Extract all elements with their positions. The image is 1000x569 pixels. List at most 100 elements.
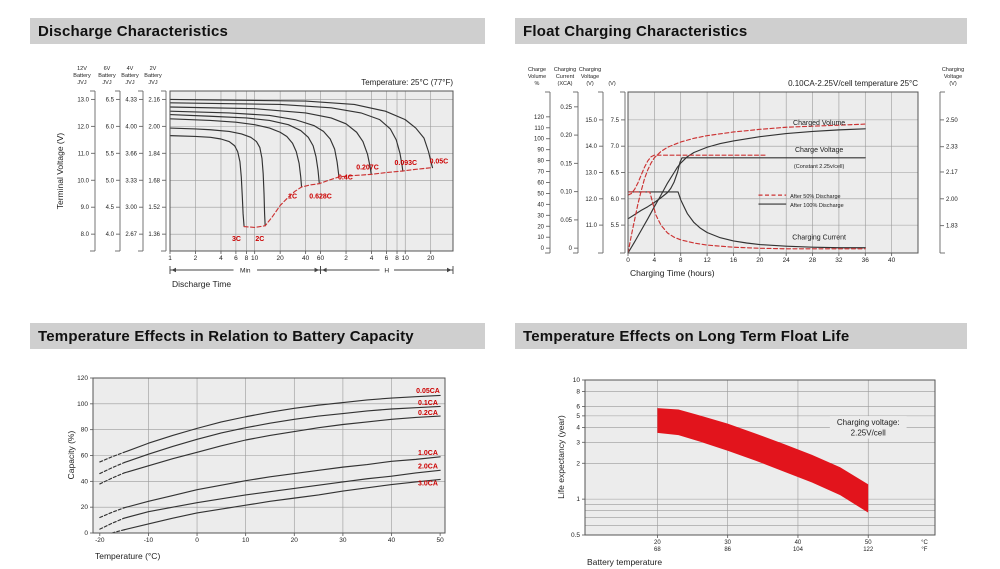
svg-text:4.5: 4.5: [106, 205, 115, 211]
series-1.0CA: [123, 456, 441, 509]
curve-label: 2.25V/cell: [851, 429, 886, 438]
curve-label: 0.207C: [356, 165, 379, 172]
svg-text:6: 6: [576, 403, 580, 410]
section-header-temp-capacity: Temperature Effects in Relation to Batte…: [30, 323, 485, 349]
svg-text:0: 0: [541, 246, 545, 252]
svg-text:4V: 4V: [127, 66, 134, 72]
curve-label: 2.0CA: [418, 463, 438, 470]
svg-text:2.17: 2.17: [946, 170, 958, 176]
curve-label: After 50% Discharge: [790, 194, 840, 200]
svg-text:20: 20: [427, 255, 435, 262]
y-axis-title: Capacity (%): [66, 431, 76, 480]
svg-text:10: 10: [402, 255, 410, 262]
chart-note: Temperature: 25°C (77°F): [361, 78, 453, 87]
series-charged-volume-50: [627, 123, 866, 254]
svg-text:12V: 12V: [77, 66, 87, 72]
y-axis-ticks: 0 20 40 60 80 100 120: [77, 375, 93, 537]
svg-text:16: 16: [730, 257, 738, 264]
section-title: Float Charging Characteristics: [523, 22, 748, 40]
series-charge-voltage-50: [627, 154, 767, 196]
svg-text:3.66: 3.66: [125, 151, 137, 157]
svg-text:1.83: 1.83: [946, 224, 958, 230]
series-0.207C: [169, 106, 372, 175]
svg-text:4: 4: [576, 424, 580, 431]
svg-text:5.0: 5.0: [106, 178, 115, 184]
svg-text:104: 104: [793, 547, 804, 553]
svg-text:2: 2: [576, 460, 580, 467]
svg-text:%: %: [535, 81, 540, 87]
svg-text:80: 80: [537, 159, 544, 165]
curve-label: After 100% Discharge: [790, 203, 844, 209]
series-0.1CA-tail: [99, 462, 125, 475]
svg-text:40: 40: [388, 537, 396, 544]
panel-discharge: Discharge Characteristics 3C 2C 1C 0.628C 0.…: [30, 18, 485, 296]
curve-label: (Constant 2.25v/cell): [794, 164, 845, 170]
svg-text:Min: Min: [240, 268, 251, 275]
svg-text:100: 100: [534, 137, 545, 143]
svg-text:110: 110: [534, 126, 544, 132]
svg-text:7.0: 7.0: [611, 144, 620, 150]
svg-text:122: 122: [863, 547, 874, 553]
svg-text:10: 10: [242, 537, 250, 544]
series-2.0CA: [123, 469, 441, 519]
curve-label: 3.0CA: [418, 480, 438, 487]
curve-label: Charging Current: [792, 235, 846, 242]
svg-text:(V): (V): [949, 81, 957, 87]
series: [169, 98, 434, 228]
series-3.0CA-tail: [111, 529, 125, 534]
gridlines: [93, 378, 445, 533]
extra-axis: 0.25 0.20 0.15 0.10 0.05 0 ChargingCurrent(XCA…: [554, 67, 579, 254]
svg-text:24: 24: [783, 257, 791, 264]
svg-text:40: 40: [302, 255, 310, 262]
svg-text:5: 5: [576, 413, 580, 420]
svg-text:0: 0: [569, 246, 573, 252]
y-axis-title: Life expectancy (year): [556, 415, 566, 499]
curve-label: 2C: [255, 236, 264, 243]
svg-text:4: 4: [370, 255, 374, 262]
x-axis-title: Discharge Time: [172, 279, 231, 289]
svg-text:20: 20: [81, 504, 89, 511]
svg-text:11.0: 11.0: [78, 151, 90, 157]
section-header-float-charging: Float Charging Characteristics: [515, 18, 967, 44]
svg-text:Charging: Charging: [554, 67, 576, 73]
svg-text:Charging: Charging: [942, 67, 964, 73]
svg-text:Volume: Volume: [528, 74, 546, 80]
curve-label: 0.628C: [309, 193, 332, 200]
section-title: Discharge Characteristics: [38, 22, 229, 40]
svg-text:12: 12: [703, 257, 711, 264]
svg-text:0: 0: [626, 257, 630, 264]
svg-text:°C: °C: [921, 540, 928, 546]
section-header-float-life: Temperature Effects on Long Term Float L…: [515, 323, 967, 349]
x-axis-ticks: 0 4 8 12 16 20 24 28 32 36 40: [626, 253, 896, 264]
series-capacity-limit: [243, 167, 434, 228]
chart-note: 0.10CA-2.25V/cell temperature 25°C: [788, 79, 918, 88]
extra-axis: 7.5 7.0 6.5 6.0 5.5 (V): [608, 81, 626, 254]
svg-text:Battery: Battery: [144, 73, 162, 79]
panel-temp-capacity: Temperature Effects in Relation to Batte…: [30, 323, 485, 569]
svg-text:40: 40: [888, 257, 896, 264]
svg-text:8: 8: [245, 255, 249, 262]
svg-text:32: 32: [835, 257, 843, 264]
svg-text:1: 1: [168, 255, 172, 262]
svg-text:5.5: 5.5: [611, 223, 620, 229]
svg-text:4.00: 4.00: [125, 124, 137, 130]
svg-text:0.05: 0.05: [560, 218, 572, 224]
series-charging-current-50: [627, 191, 866, 250]
svg-text:28: 28: [809, 257, 817, 264]
series-0.05C: [169, 98, 434, 169]
svg-text:1.52: 1.52: [148, 205, 160, 211]
svg-text:50: 50: [865, 540, 872, 546]
axis-span: Min: [169, 266, 322, 275]
gridlines: [628, 92, 918, 253]
svg-text:7.5: 7.5: [611, 118, 620, 124]
svg-text:0: 0: [195, 537, 199, 544]
svg-text:20: 20: [654, 540, 661, 546]
svg-text:0.25: 0.25: [560, 105, 572, 111]
svg-text:1.68: 1.68: [148, 178, 160, 184]
extra-axis: 1201101009080706050403020100ChargeVolume…: [528, 67, 551, 254]
panel-float-life: Temperature Effects on Long Term Float L…: [515, 323, 967, 569]
svg-text:120: 120: [534, 115, 545, 121]
svg-text:8: 8: [395, 255, 399, 262]
svg-text:-10: -10: [144, 537, 154, 544]
